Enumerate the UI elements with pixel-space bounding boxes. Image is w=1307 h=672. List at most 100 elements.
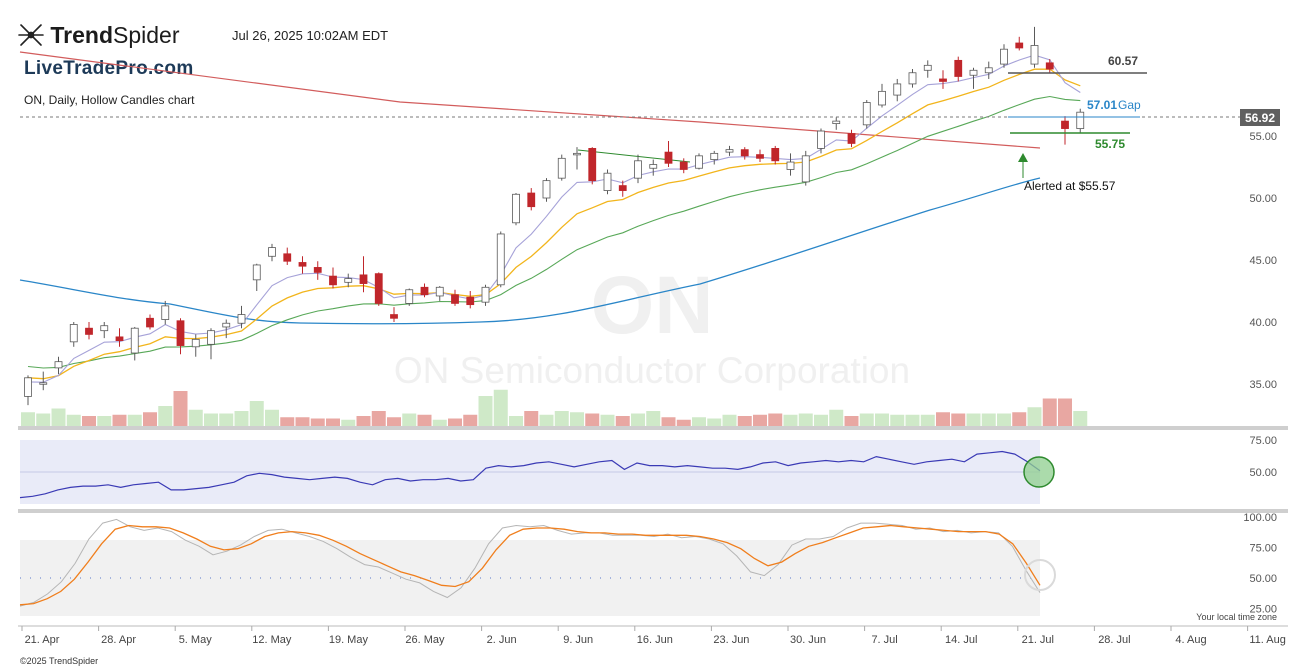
price-tick-label: 35.00 [1249,379,1277,391]
date-tick-label: 16. Jun [637,634,673,646]
candle-body [847,133,856,144]
stoch-highlight-circle [1024,559,1056,591]
rsi-tick-label: 50.00 [1249,467,1277,479]
date-tick-label: 19. May [329,634,369,646]
price-tick-label: 50.00 [1249,193,1277,205]
volume-bar [21,412,35,426]
candle-body [268,247,276,257]
candle-body [237,314,246,324]
volume-bar [570,412,584,426]
rsi-axis: 50.00 75.00 [1249,435,1277,479]
volume-bar [280,417,295,426]
copyright: ©2025 TrendSpider [20,656,99,666]
price-tick-label: 40.00 [1249,317,1277,329]
candle-body [222,322,231,328]
candle-body [100,325,109,332]
chart-subtitle: ON, Daily, Hollow Candles chart [24,93,195,107]
volume-bar [51,408,66,426]
watermark-company: ON Semiconductor Corporation [394,350,910,391]
volume-bar [737,416,752,426]
candle-body [69,324,78,343]
candle-body [908,72,917,85]
date-tick-label: 11. Aug [1249,634,1286,646]
volume-bar [966,413,981,426]
date-tick-label: 26. May [405,634,445,646]
candle-body [481,286,490,303]
gap-label: Gap [1118,98,1141,112]
candle-body [603,172,612,191]
volume-bar [158,406,173,426]
candle-body [512,193,520,224]
volume-bar [554,411,569,426]
volume-bar [539,414,554,426]
volume-bar [432,419,447,426]
timezone-note: Your local time zone [1196,612,1277,622]
candle-body [313,267,322,273]
volume-bar [371,411,386,426]
alert-label: Alerted at $55.57 [1024,179,1116,193]
panel-separator-2 [18,509,1288,513]
date-tick-label: 28. Jul [1098,634,1130,646]
candle-body [146,317,154,328]
volume-bar [265,409,279,426]
volume-bar [295,417,310,426]
candle-body [542,180,551,199]
candle-body [679,161,688,170]
candle-body [588,147,597,182]
ema-slow-line [27,95,1081,369]
watermark-ticker: ON [591,260,714,351]
volume-bar [417,414,432,426]
volume-bar [722,414,737,426]
gap-mid-label: 57.01 [1087,98,1117,112]
candle-body [969,69,978,76]
volume-bar [753,414,767,426]
candle-body [466,296,475,306]
candlesticks[interactable] [24,26,1085,406]
candle-body [618,185,627,191]
brand-name-bold: Trend [50,22,114,48]
candle-body [771,147,780,162]
candle-body [817,130,825,149]
stochastic-tick-label: 50.00 [1249,573,1277,585]
candle-body [893,83,902,96]
volume-bar [936,412,950,426]
candle-body [130,327,139,354]
panel-separator-1 [18,426,1288,430]
date-axis: 21. Apr 28. Apr 5. May 12. May 19. May 26. Ma… [21,626,1286,646]
candle-body [923,64,932,71]
candle-body [984,67,993,74]
date-tick-label: 21. Apr [25,634,60,646]
volume-bar [768,413,783,426]
candle-body [664,151,673,164]
candle-body [710,152,719,160]
candle-body [634,160,642,179]
volume-bar [82,416,96,426]
volume-bar [707,418,722,426]
date-tick-label: 7. Jul [871,634,897,646]
candle-body [1015,42,1024,49]
stochastic-k-line [19,518,1041,607]
alert-arrow-icon [1018,153,1028,162]
volume-bar [448,418,462,426]
volume-bar [204,413,218,426]
date-tick-label: 12. May [252,634,292,646]
candle-body [786,161,795,170]
candle-body [207,330,215,345]
date-tick-label: 14. Jul [945,634,977,646]
volume-bar [1012,412,1027,426]
current-price-value: 56.92 [1245,111,1275,125]
date-tick-label: 2. Jun [487,634,517,646]
volume-bar [600,414,615,426]
candle-body [1030,45,1039,65]
stochastic-lines [19,518,1041,607]
trendspider-logo: TrendSpider [18,22,180,49]
gap-high-label: 60.57 [1108,54,1138,68]
chart-datetime: Jul 26, 2025 10:02AM EDT [232,28,389,43]
candle-body [54,361,63,369]
volume-bar [1058,398,1072,426]
trend-line-red [19,51,1041,149]
candle-body [283,253,292,262]
stochastic-d-line [19,524,1041,606]
candle-body [329,275,337,286]
